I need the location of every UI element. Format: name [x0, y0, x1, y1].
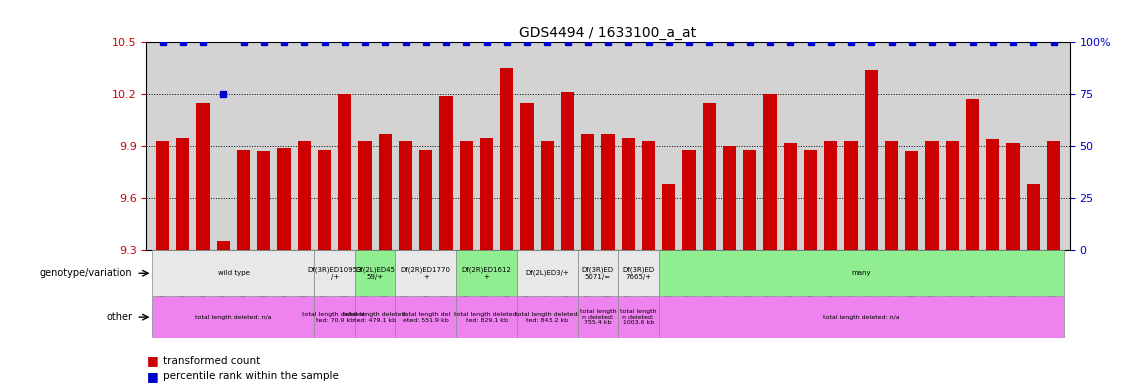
Bar [824, 141, 838, 250]
Bar [1027, 184, 1039, 250]
Bar [784, 143, 797, 250]
Bar [659, 296, 1064, 338]
Text: total length del
eted: 551.9 kb: total length del eted: 551.9 kb [402, 312, 450, 323]
Bar [517, 296, 578, 338]
Text: total length deleted:
ted: 479.1 kb: total length deleted: ted: 479.1 kb [343, 312, 408, 323]
Text: Df(2L)ED45
59/+: Df(2L)ED45 59/+ [355, 266, 395, 280]
Bar [662, 184, 676, 250]
Bar [395, 250, 456, 296]
Bar [517, 250, 578, 296]
Bar [157, 141, 169, 250]
Text: total length deleted: n/a: total length deleted: n/a [823, 314, 900, 319]
Bar [682, 150, 696, 250]
Bar [358, 141, 372, 250]
Bar [905, 151, 919, 250]
Bar [419, 150, 432, 250]
Bar [277, 148, 291, 250]
Title: GDS4494 / 1633100_a_at: GDS4494 / 1633100_a_at [519, 26, 697, 40]
Text: many: many [851, 270, 870, 276]
Bar [966, 99, 980, 250]
Bar [703, 103, 716, 250]
Bar [946, 141, 959, 250]
Bar [152, 296, 314, 338]
Text: Df(2L)ED3/+: Df(2L)ED3/+ [526, 270, 570, 276]
Bar [355, 250, 395, 296]
Bar [520, 103, 534, 250]
Bar [459, 141, 473, 250]
Bar [763, 94, 777, 250]
Bar [581, 134, 595, 250]
Bar [456, 296, 517, 338]
Bar [1047, 141, 1060, 250]
Bar [804, 150, 817, 250]
Bar [378, 134, 392, 250]
Bar [659, 250, 1064, 296]
Bar [236, 150, 250, 250]
Text: ■: ■ [146, 370, 158, 383]
Text: total length deleted: n/a: total length deleted: n/a [195, 314, 271, 319]
Text: total length deleted:
ted: 843.2 kb: total length deleted: ted: 843.2 kb [515, 312, 580, 323]
Bar [152, 250, 314, 296]
Text: total length
n deleted:
1003.6 kb: total length n deleted: 1003.6 kb [620, 309, 656, 325]
Text: percentile rank within the sample: percentile rank within the sample [163, 371, 339, 381]
Text: total length
n deleted:
755.4 kb: total length n deleted: 755.4 kb [580, 309, 616, 325]
Bar [314, 250, 355, 296]
Bar [1007, 143, 1019, 250]
Bar [561, 93, 574, 250]
Bar [844, 141, 858, 250]
Bar [578, 250, 618, 296]
Text: other: other [106, 312, 132, 322]
Bar [480, 137, 493, 250]
Bar [216, 242, 230, 250]
Bar [318, 150, 331, 250]
Bar [540, 141, 554, 250]
Bar [500, 68, 513, 250]
Bar [618, 296, 659, 338]
Bar [197, 103, 209, 250]
Text: total length deleted:
ted: 829.1 kb: total length deleted: ted: 829.1 kb [454, 312, 519, 323]
Bar [601, 134, 615, 250]
Text: total length deleted:
ted: 70.9 kb: total length deleted: ted: 70.9 kb [303, 312, 367, 323]
Text: wild type: wild type [217, 270, 249, 276]
Bar [257, 151, 270, 250]
Bar [723, 146, 736, 250]
Bar [865, 70, 878, 250]
Bar [297, 141, 311, 250]
Bar [926, 141, 939, 250]
Bar [355, 296, 395, 338]
Text: ■: ■ [146, 354, 158, 367]
Text: Df(2R)ED1612
+: Df(2R)ED1612 + [462, 266, 511, 280]
Bar [456, 250, 517, 296]
Text: Df(2R)ED1770
+: Df(2R)ED1770 + [401, 266, 450, 280]
Bar [338, 94, 351, 250]
Bar [439, 96, 453, 250]
Text: genotype/variation: genotype/variation [39, 268, 132, 278]
Text: Df(3R)ED10953
/+: Df(3R)ED10953 /+ [307, 266, 361, 280]
Bar [622, 137, 635, 250]
Bar [642, 141, 655, 250]
Bar [885, 141, 899, 250]
Bar [743, 150, 757, 250]
Text: Df(3R)ED
7665/+: Df(3R)ED 7665/+ [623, 266, 654, 280]
Bar [618, 250, 659, 296]
Bar [986, 139, 1000, 250]
Text: Df(3R)ED
5071/=: Df(3R)ED 5071/= [582, 266, 614, 280]
Bar [395, 296, 456, 338]
Bar [578, 296, 618, 338]
Bar [314, 296, 355, 338]
Bar [177, 137, 189, 250]
Text: transformed count: transformed count [163, 356, 260, 366]
Bar [399, 141, 412, 250]
